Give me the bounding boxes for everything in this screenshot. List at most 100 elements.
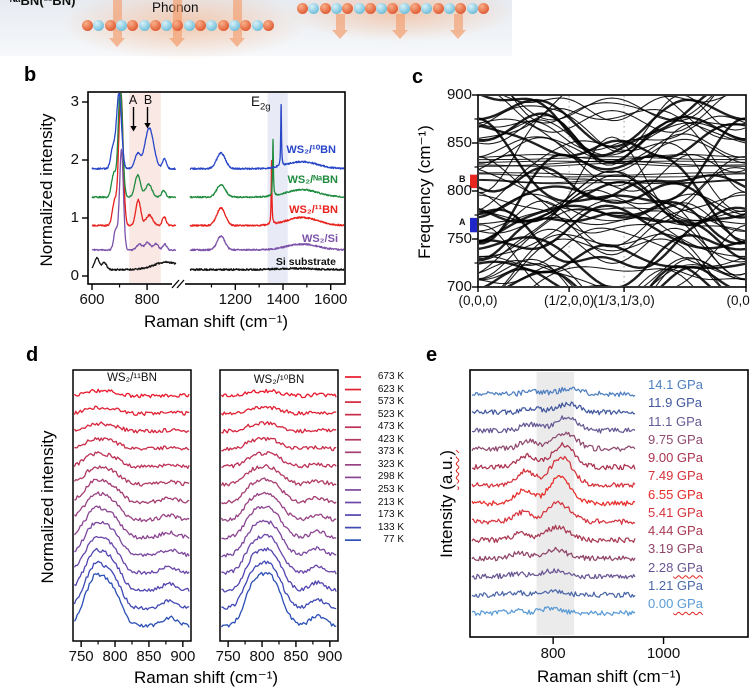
c-y-tick-label: 750 [446,230,472,247]
e-pressure-label: 2.28 GPa [648,560,703,575]
nitrogen-atom [466,3,478,14]
phonon-arrow-shaft [232,0,242,38]
nitrogen-atom [228,20,240,31]
phonon-arrow-head [169,38,185,47]
e-pressure-value: 9.00 [648,450,674,465]
e-pressure-label: 3.19 GPa [648,541,703,556]
e-pressure-value: 7.49 [648,468,674,484]
boron-atom [240,20,252,31]
e-pressure-unit: GPa [673,541,703,557]
d-x-tick-label: 800 [249,648,275,665]
boron-atom [410,3,421,14]
e-pressure-label: 11.9 GPa [648,395,702,410]
panel-label-b: b [24,64,37,86]
d-legend-label: 298 K [377,471,404,483]
e-x-tick-label: 800 [540,645,566,662]
e-pressure-label: 4.44 GPa [648,523,703,538]
phonon-arrow-shaft [172,0,182,38]
e-pressure-value: 0.00 [648,596,674,611]
d-right-subplot-title: WS₂/¹⁰BN [253,374,305,386]
panel-label-c: c [412,66,424,88]
d-left-subplot-title: WS₂/¹¹BN [107,372,157,384]
e-pressure-label: 7.49 GPa [648,468,703,483]
b-y-axis-title: Normalized intensity [37,113,56,267]
b-curve-label: WS₂/¹⁰BN [286,144,336,156]
boron-atom [195,20,206,31]
c-y-axis-title: Frequency (cm⁻¹) [415,125,434,259]
c-y-tick-label: 700 [446,278,472,295]
b-x-axis-title: Raman shift (cm⁻¹) [143,312,289,331]
panel-a-strip: ᴺᵃBN(¹¹BN) Phonon [0,0,515,60]
phonon-arrow-shaft [112,0,122,38]
c-marker-label-B: B [459,173,466,184]
b-y-tick-label: 0 [70,267,79,284]
b-curve-label: WS₂/ᴺᵃBN [287,174,338,186]
e-x-tick-label: 1000 [646,645,681,662]
c-marker-A [470,217,477,233]
boron-atom [104,20,116,31]
nitrogen-atom [421,3,433,14]
boron-atom [217,20,229,31]
phonon-arrow-head [392,30,408,39]
b-x-tick-label: 1400 [266,291,300,308]
c-y-tick-label: 800 [446,182,472,199]
b-x-tick-label: 800 [134,291,160,308]
e-pressure-value: 4.44 [648,523,674,538]
b-peak-b-annotation: B [143,93,153,107]
c-x-tick-label: (0,0,0) [458,293,498,308]
d-legend-label: 423 K [377,433,404,445]
phonon-arrow-head [109,38,125,47]
b-plot-frame [87,91,346,285]
b-x-tick-label: 600 [79,291,105,308]
e-pressure-value: 14.1 [648,377,674,392]
e-y-axis-title-main: Intensity [437,494,456,558]
e-pressure-label: 5.41 GPa [648,505,703,520]
d-legend-label: 523 K [377,408,404,420]
e-pressure-unit: GPa [673,468,703,484]
e-pressure-unit: GPa [673,523,703,538]
e-pressure-unit: GPa [672,413,702,429]
e-pressure-unit: GPa [673,577,703,593]
e-pressure-label: 1.21 GPa [648,578,703,593]
panel-label-d: d [26,344,39,366]
e-pressure-label: 9.00 GPa [648,450,703,465]
c-x-tick-label: (0,0,0) [726,293,750,308]
boron-atom [432,3,444,14]
d-legend-label: 373 K [377,446,404,458]
e-pressure-unit: GPa [673,486,703,502]
e-plot-frame [469,369,749,638]
phonon-arrow-shaft [335,14,345,30]
boron-atom [297,3,308,14]
e-pressure-unit: GPa [673,431,703,447]
nitrogen-atom [376,3,388,14]
b-curve-label: WS₂/Si [301,233,338,245]
d-plot-frame [72,369,192,642]
c-y-tick-label: 900 [446,86,472,103]
d-legend-label: 673 K [377,371,404,382]
e-y-axis-title: Intensity (a.u.) [437,439,457,569]
b-curve-label: Si substrate [275,256,336,268]
boron-atom [477,3,489,14]
d-legend-label: 173 K [377,509,404,521]
e-pressure-unit: GPa [673,596,703,611]
e-pressure-value: 11.1 [648,413,673,429]
d-x-tick-label: 900 [317,648,343,665]
c-x-tick-label: (1/2,0,0) [543,293,595,308]
boron-atom [387,3,399,14]
b-peak-a-annotation: A [128,93,138,107]
e-pressure-label: 9.75 GPa [648,432,703,447]
d-x-tick-label: 900 [170,648,196,665]
e-pressure-unit: GPa [672,395,702,411]
nitrogen-atom [443,3,455,14]
b-e2g-annotation: E2g [251,94,271,113]
e-pressure-label: 0.00 GPa [648,596,703,611]
b-e2g-main: E [251,94,261,109]
boron-atom [262,20,274,31]
phonon-arrow-shaft [453,14,463,30]
d-x-tick-label: 750 [68,648,94,665]
phonon-arrow-head [332,30,348,39]
e-pressure-unit: GPa [673,504,703,520]
e-pressure-value: 1.21 [648,577,674,593]
b-curve-label: WS₂/¹¹BN [289,204,338,216]
